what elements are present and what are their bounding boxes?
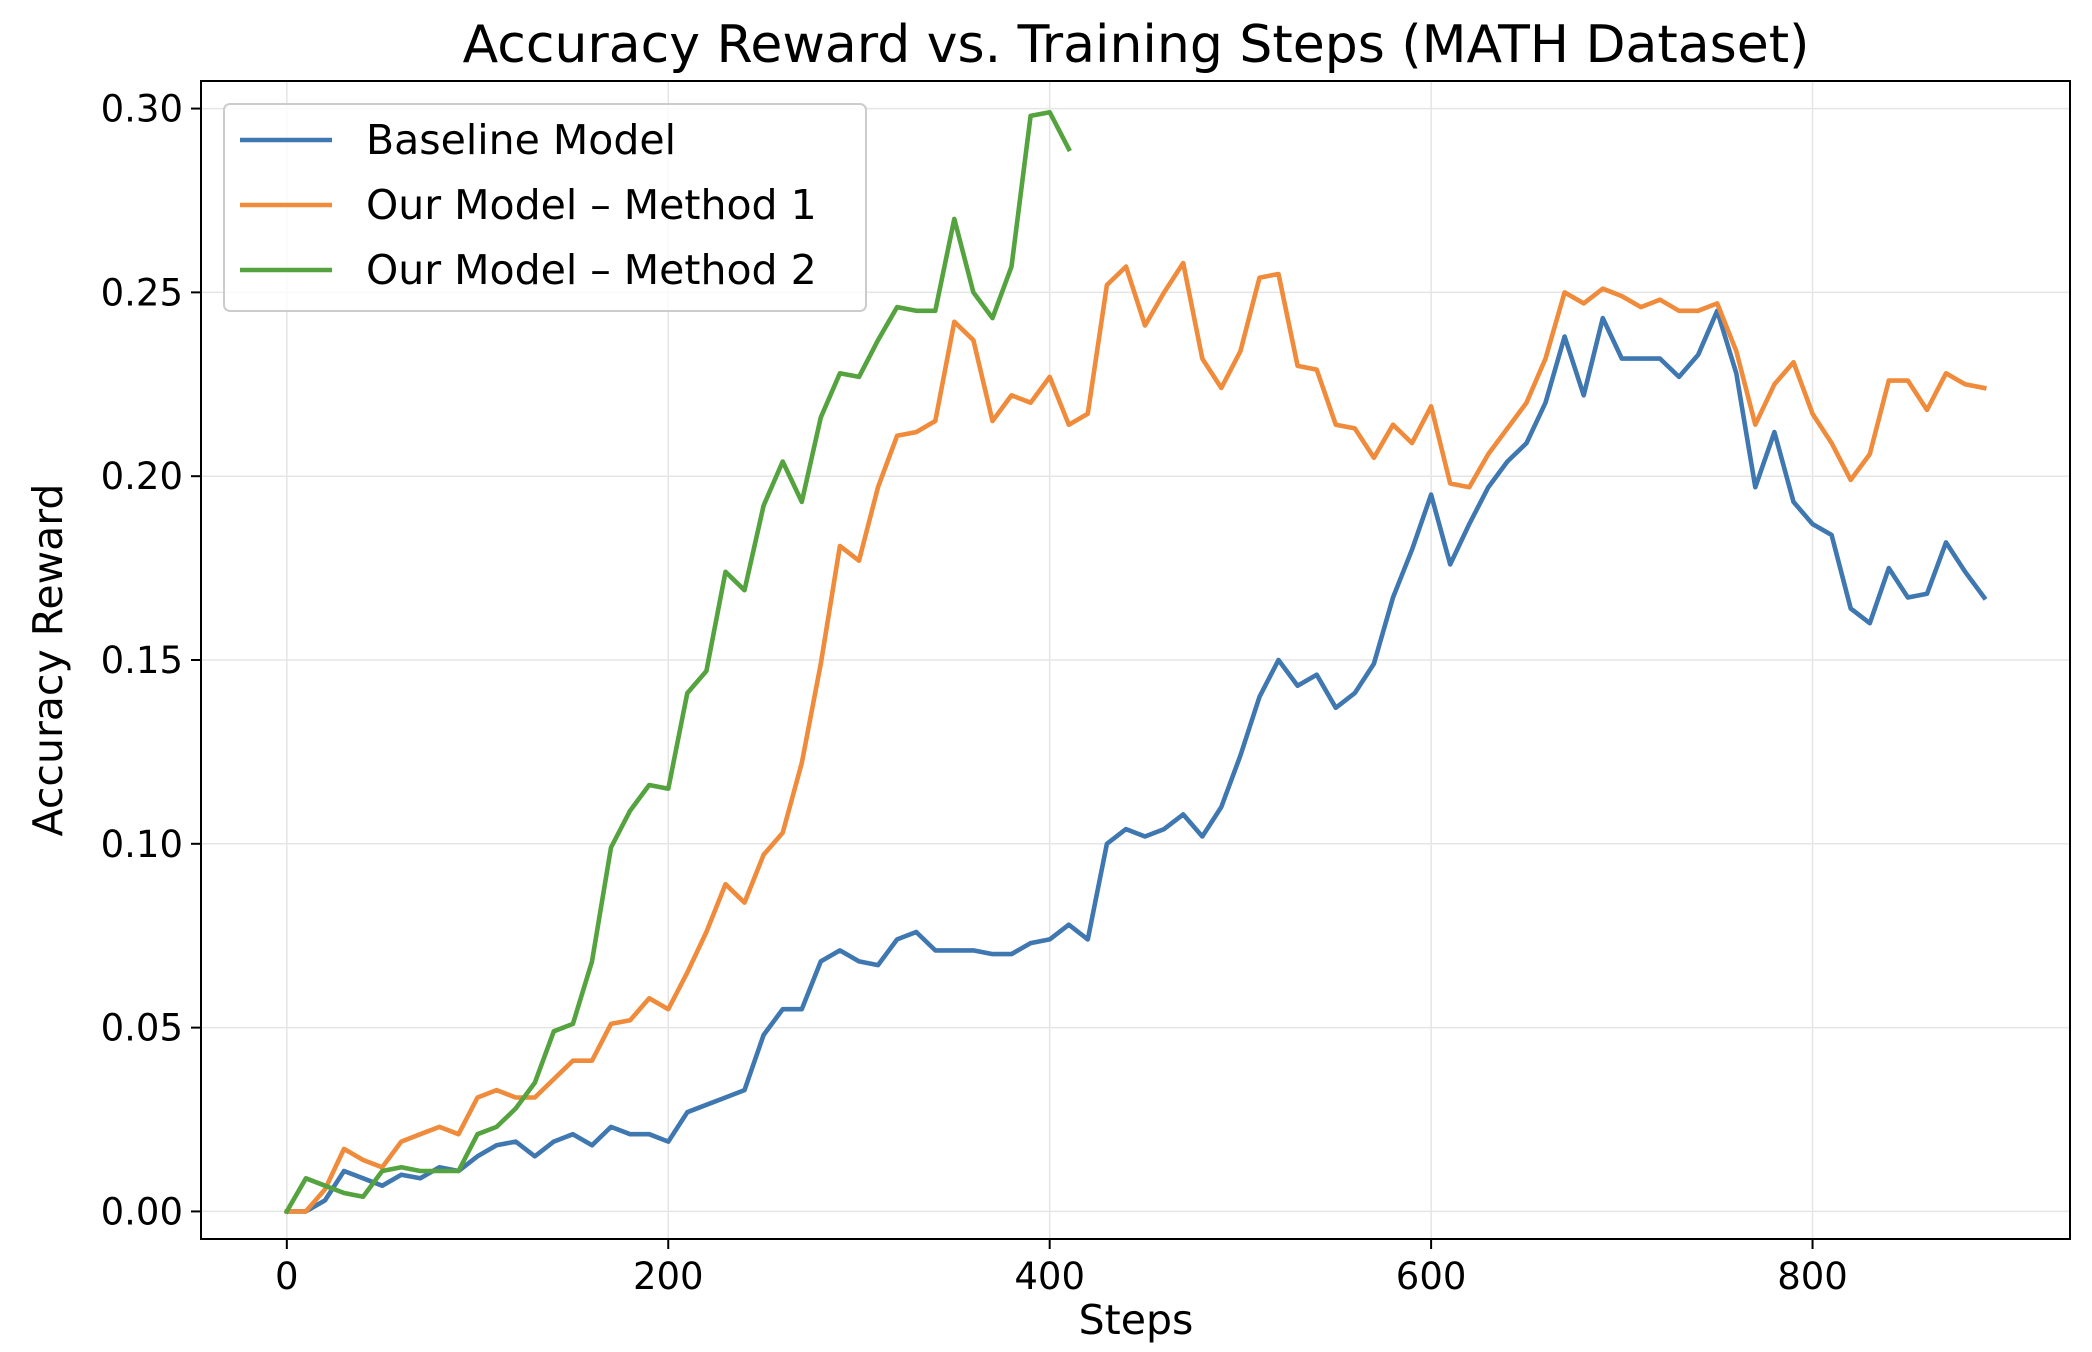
y-axis-label: Accuracy Reward [24,484,72,837]
x-tick-label: 600 [1396,1255,1467,1298]
axis-ticks: 0 200 400 600 800 0.00 0.05 0.10 0.15 0.20 0.25 0.3… [101,88,1848,1298]
legend-label-2: Our Model – Method 1 [366,181,817,229]
y-tick-label: 0.20 [101,455,183,498]
legend-box [223,103,867,312]
x-tick-label: 400 [1014,1255,1085,1298]
series-line-1 [284,308,1988,1214]
x-axis-label: Steps [1079,1296,1194,1344]
y-tick-label: 0.15 [101,639,183,682]
legend-label-3: Our Model – Method 2 [366,246,817,294]
y-tick-label: 0.05 [101,1007,183,1050]
x-tick-label: 0 [275,1255,299,1298]
series-line-3 [283,109,1072,1215]
x-tick-label: 800 [1777,1255,1848,1298]
y-tick-label: 0.00 [101,1190,183,1233]
y-tick-label: 0.25 [101,271,183,314]
series-lines [283,109,1988,1215]
x-tick-label: 200 [633,1255,704,1298]
legend: Baseline Model Our Model – Method 1 Our Mo… [223,103,867,312]
legend-label-1: Baseline Model [366,116,676,164]
y-tick-label: 0.10 [101,823,183,866]
series-line-2 [284,260,1987,1214]
y-tick-label: 0.30 [101,88,183,131]
chart-title: Accuracy Reward vs. Training Steps (MATH… [463,15,1810,75]
